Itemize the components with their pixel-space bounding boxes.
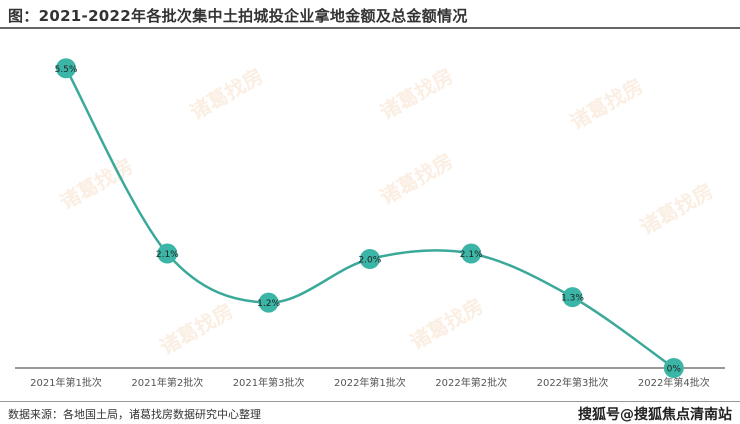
data-label: 1.2% — [257, 299, 280, 309]
credit-watermark: 搜狐号@搜狐焦点清南站 — [576, 404, 734, 424]
data-point — [258, 292, 279, 313]
data-point — [663, 358, 684, 378]
data-point — [461, 243, 482, 264]
data-label: 2.1% — [460, 250, 483, 260]
watermark-text: 诸葛找房 — [566, 74, 647, 135]
footer-divider — [0, 401, 740, 402]
x-tick-label: 2021年第3批次 — [233, 376, 305, 389]
watermark-text: 诸葛找房 — [376, 149, 457, 210]
watermark-text: 诸葛找房 — [406, 294, 487, 355]
data-label: 5.5% — [55, 65, 78, 75]
title-divider — [0, 27, 740, 29]
data-point — [157, 243, 178, 264]
source-note: 数据来源：各地国土局，诸葛找房数据研究中心整理 — [8, 408, 261, 421]
data-label: 2.1% — [156, 250, 179, 260]
data-label: 2.0% — [358, 256, 381, 266]
x-tick-label: 2022年第2批次 — [435, 376, 507, 389]
x-tick-label: 2022年第4批次 — [638, 376, 710, 389]
x-tick-label: 2021年第2批次 — [131, 376, 203, 389]
x-tick-label: 2022年第1批次 — [334, 376, 406, 389]
watermark-text: 诸葛找房 — [636, 179, 717, 240]
data-label: 1.3% — [561, 294, 584, 304]
data-label: 0% — [667, 365, 682, 375]
chart-title: 图：2021-2022年各批次集中土拍城投企业拿地金额及总金额情况 — [8, 7, 468, 25]
x-tick-label: 2021年第1批次 — [30, 376, 102, 389]
data-point — [359, 249, 380, 269]
x-tick-label: 2022年第3批次 — [537, 376, 609, 389]
data-point — [56, 58, 76, 79]
data-point — [562, 287, 583, 308]
watermark-text: 诸葛找房 — [156, 299, 237, 360]
watermark-text: 诸葛找房 — [376, 64, 457, 125]
watermark-text: 诸葛找房 — [186, 64, 267, 125]
